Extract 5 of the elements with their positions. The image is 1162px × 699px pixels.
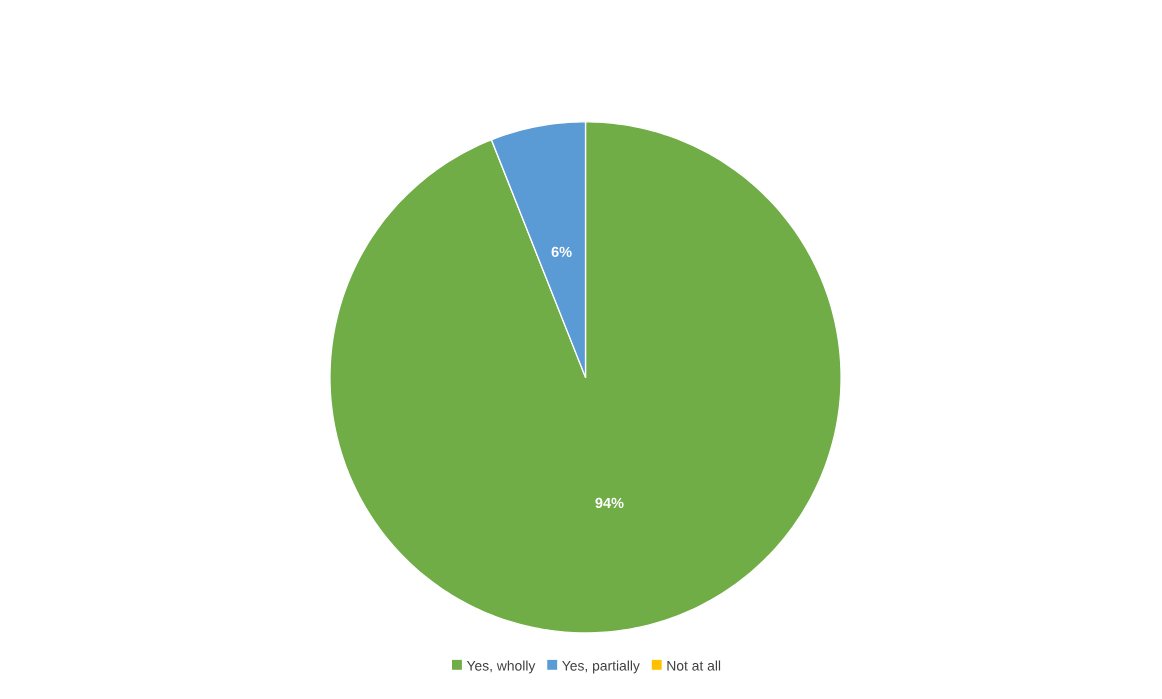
- legend-label: Yes, partially: [562, 660, 640, 674]
- data-label: 94%: [595, 497, 624, 508]
- legend-label: Yes, wholly: [466, 660, 536, 674]
- legend-label: Not at all: [667, 660, 721, 671]
- data-label: 6%: [551, 246, 572, 257]
